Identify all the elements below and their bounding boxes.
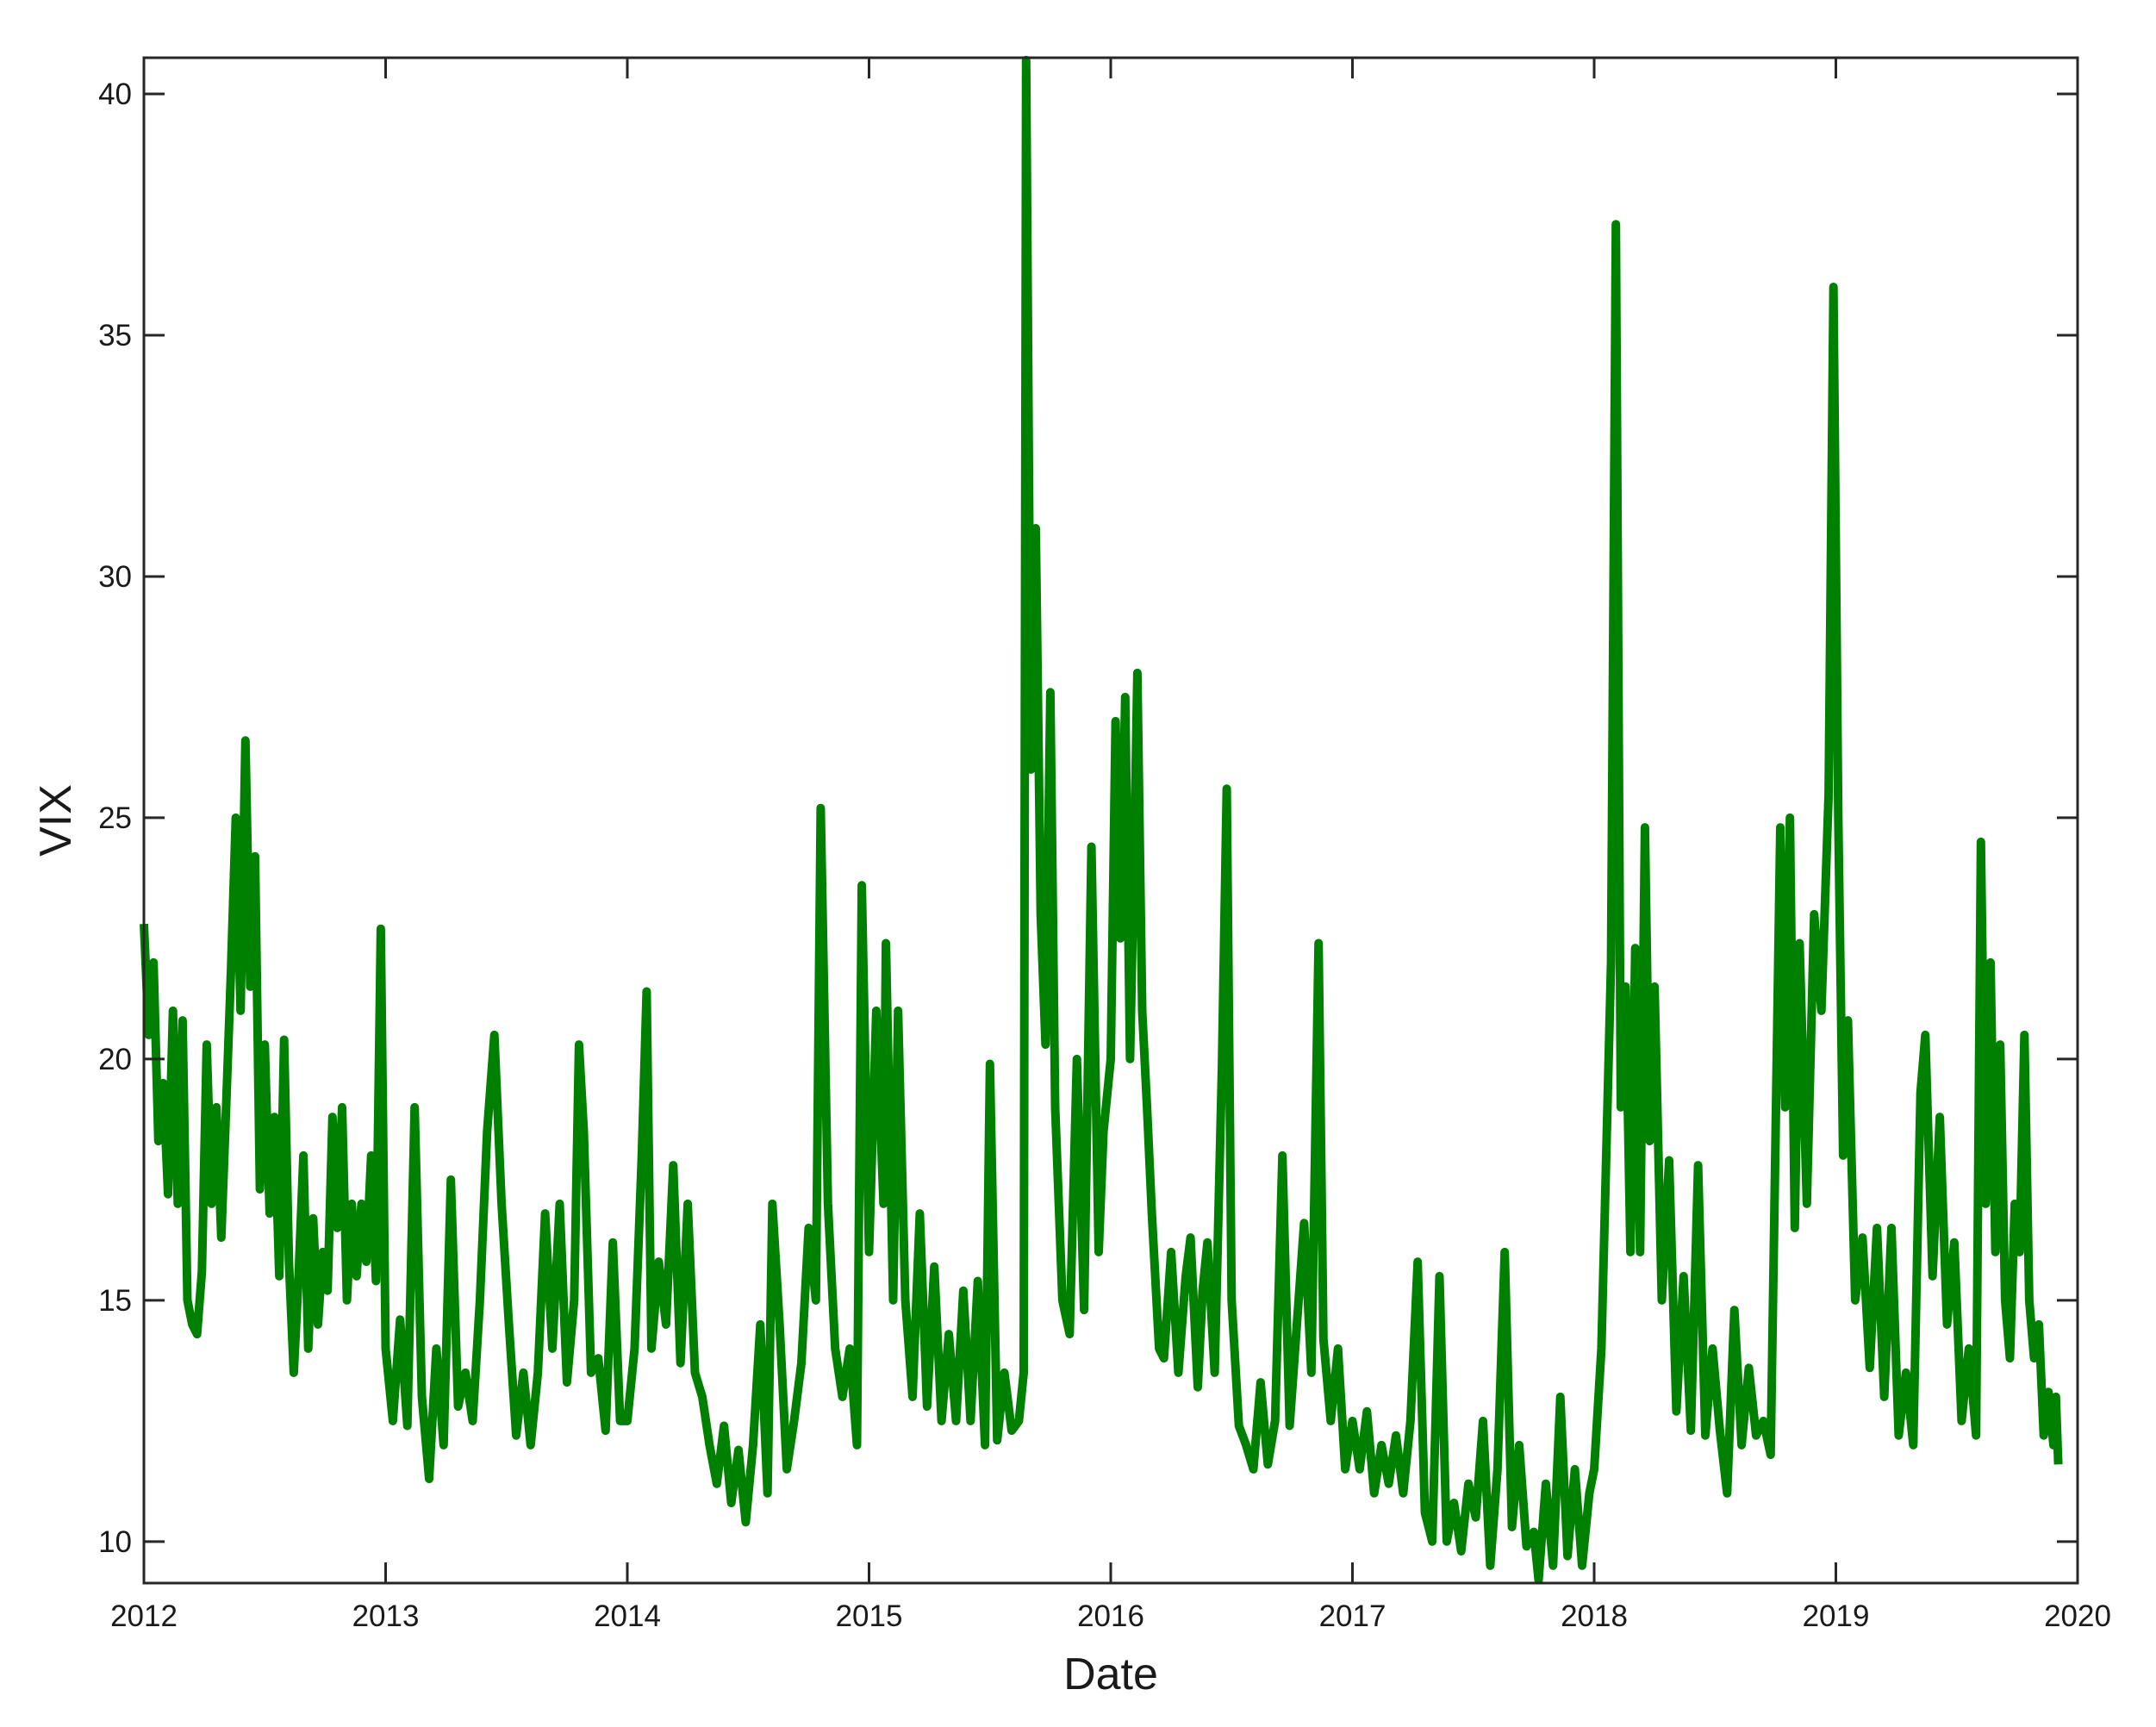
x-tick-label: 2016 <box>1077 1599 1144 1633</box>
y-tick-label: 20 <box>98 1043 132 1076</box>
y-tick-label: 30 <box>98 560 132 594</box>
x-tick-label: 2017 <box>1319 1599 1386 1633</box>
x-tick-label: 2018 <box>1561 1599 1628 1633</box>
x-tick-label: 2020 <box>2044 1599 2111 1633</box>
y-axis-label: VIX <box>31 784 81 857</box>
x-tick-label: 2014 <box>594 1599 661 1633</box>
x-tick-label: 2012 <box>110 1599 178 1633</box>
y-tick-label: 15 <box>98 1284 132 1318</box>
y-tick-label: 40 <box>98 78 132 111</box>
x-axis-label: Date <box>1063 1649 1158 1699</box>
x-tick-label: 2015 <box>836 1599 903 1633</box>
x-tick-label: 2013 <box>352 1599 420 1633</box>
data-line <box>140 55 2063 1585</box>
y-tick-label: 25 <box>98 801 132 835</box>
x-tick-label: 2019 <box>1803 1599 1870 1633</box>
y-tick-label: 35 <box>98 319 132 352</box>
y-tick-label: 10 <box>98 1525 132 1559</box>
